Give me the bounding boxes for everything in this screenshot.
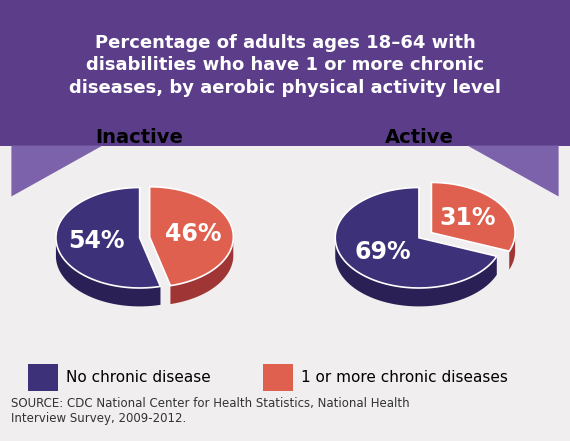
Text: No chronic disease: No chronic disease <box>66 370 211 385</box>
FancyBboxPatch shape <box>28 364 58 391</box>
Polygon shape <box>335 236 497 306</box>
Text: 46%: 46% <box>165 222 221 246</box>
Text: 69%: 69% <box>355 240 412 265</box>
Polygon shape <box>56 187 161 288</box>
Polygon shape <box>335 187 497 288</box>
Text: 1 or more chronic diseases: 1 or more chronic diseases <box>302 370 508 385</box>
FancyBboxPatch shape <box>263 364 293 391</box>
Polygon shape <box>149 187 233 286</box>
Text: Active: Active <box>385 128 453 147</box>
Text: SOURCE: CDC National Center for Health Statistics, National Health
Interview Sur: SOURCE: CDC National Center for Health S… <box>11 397 410 425</box>
Polygon shape <box>11 146 103 197</box>
Text: Inactive: Inactive <box>96 128 184 147</box>
FancyBboxPatch shape <box>0 0 570 146</box>
Polygon shape <box>431 183 515 251</box>
Polygon shape <box>509 232 515 269</box>
Text: Percentage of adults ages 18–64 with
disabilities who have 1 or more chronic
dis: Percentage of adults ages 18–64 with dis… <box>69 34 501 97</box>
Polygon shape <box>467 146 559 197</box>
Polygon shape <box>170 235 233 304</box>
Polygon shape <box>56 237 161 306</box>
Text: 54%: 54% <box>68 229 125 253</box>
Text: 31%: 31% <box>439 206 496 230</box>
